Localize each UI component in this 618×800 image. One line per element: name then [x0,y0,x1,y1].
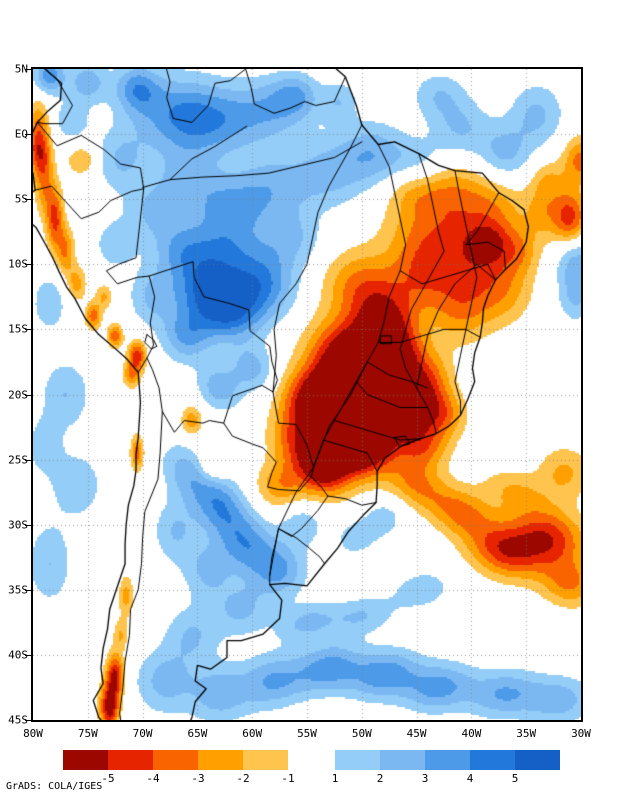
colorbar-tick-label: 2 [376,772,384,785]
x-axis-tick-label: 35W [516,727,537,740]
y-axis-tick-label: 10S [8,257,28,271]
precipitation-anomaly-map [33,69,581,720]
colorbar-swatch [153,750,198,770]
colorbar-tick-label: -2 [236,772,250,785]
y-axis-tick-mark [25,134,31,135]
y-axis-tick-mark [25,655,31,656]
x-axis-tick-label: 30W [571,727,591,740]
colorbar-tick-label: -5 [101,772,115,785]
y-axis-tick-label: 25S [8,453,28,467]
y-axis-tick-mark [25,720,31,721]
x-axis: 80W 75W 70W 65W 60W 55W 50W 45W 40W 35W 30W [0,724,618,744]
x-axis-tick-label: 65W [187,727,208,740]
x-axis-tick-label: 55W [297,727,317,740]
y-axis-tick-mark [25,460,31,461]
y-axis-tick-label: 15S [8,322,28,336]
y-axis-tick-label: 20S [8,388,28,401]
x-axis-tick-label: 75W [77,727,98,740]
colorbar-swatch [380,750,425,770]
colorbar-tick-label: -1 [281,772,295,785]
plot-frame [31,67,583,722]
colorbar-tick-label: 3 [421,772,429,785]
x-axis-tick-label: 70W [132,727,153,740]
y-axis-tick-mark [25,199,31,200]
colorbar-positive [335,750,560,770]
y-axis: 5N EQ 5S 10S 15S 20S 25S 30S 35S 40S 45S [0,0,31,800]
y-axis-tick-mark [25,264,31,265]
colorbar-tick-label: 4 [466,772,474,785]
colorbar-swatch [63,750,108,770]
colorbar-swatch [425,750,470,770]
y-axis-tick-label: 40S [8,648,28,662]
y-axis-tick-label: 5N [14,62,28,76]
x-axis-tick-label: 80W [23,727,43,740]
colorbar-tick-label: -4 [146,772,160,785]
x-axis-tick-label: 40W [461,727,482,740]
x-axis-tick-label: 50W [351,727,372,740]
y-axis-tick-label: 30S [8,518,28,532]
y-axis-tick-mark [25,395,31,396]
colorbar-swatch [198,750,243,770]
colorbar-tick-label: -3 [191,772,205,785]
credit-label: GrADS: COLA/IGES [6,781,103,792]
y-axis-tick-mark [25,590,31,591]
colorbar-swatch [515,750,560,770]
y-axis-tick-label: 35S [8,583,28,597]
colorbar-swatch [243,750,288,770]
colorbar-swatch [335,750,380,770]
colorbar-swatch [470,750,515,770]
colorbar-tick-label: 5 [511,772,519,785]
y-axis-tick-label: EQ [14,127,28,141]
y-axis-tick-label: 45S [8,713,28,727]
colorbar-swatch [108,750,153,770]
x-axis-tick-label: 45W [406,727,427,740]
colorbar-negative [63,750,288,770]
y-axis-tick-mark [25,329,31,330]
colorbar-tick-label: 1 [331,772,339,785]
y-axis-tick-label: 5S [14,192,28,206]
y-axis-tick-mark [25,69,31,70]
colorbar-legend: -5 -4 -3 -2 -1 1 2 3 4 5 [0,746,618,785]
x-axis-tick-label: 60W [242,727,263,740]
y-axis-tick-mark [25,525,31,526]
